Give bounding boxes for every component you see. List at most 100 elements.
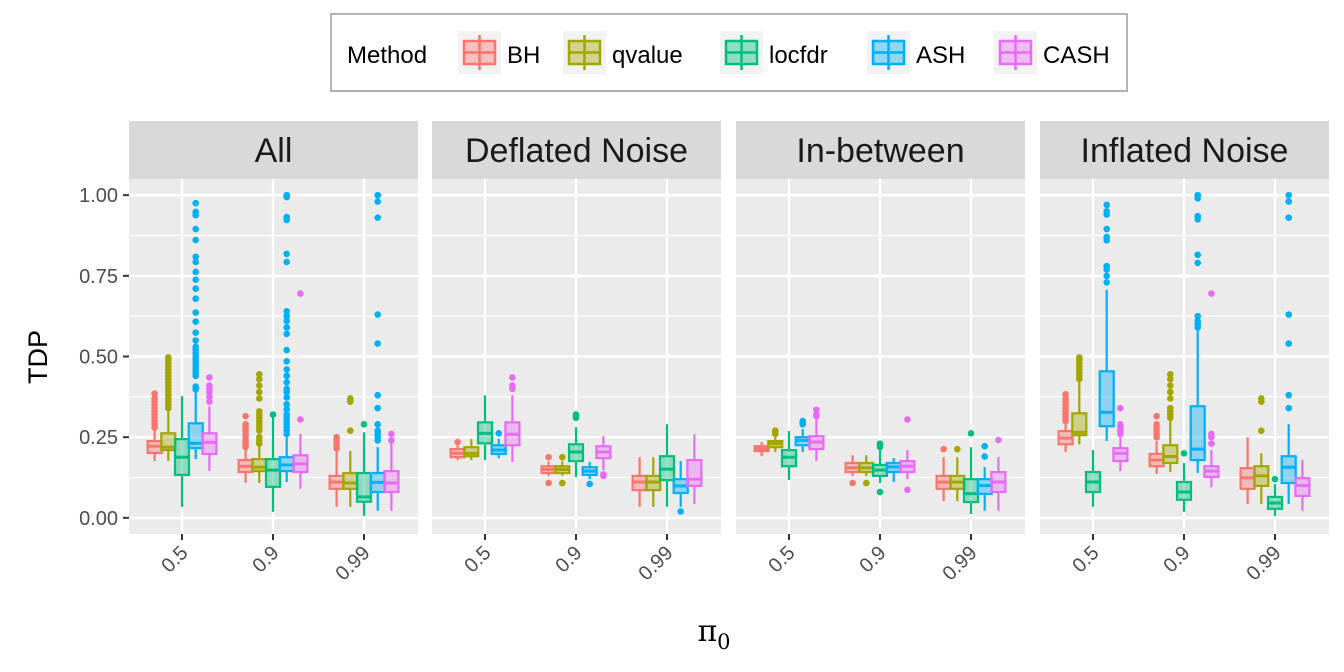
outlier-point <box>388 437 395 444</box>
legend: Method BH qvalue locfdr ASH CASH <box>330 13 1128 92</box>
outlier-point <box>849 479 856 487</box>
outlier-point <box>388 430 395 438</box>
box-locfdr <box>871 440 889 496</box>
outlier-point <box>1258 395 1265 402</box>
outlier-point <box>1180 450 1188 457</box>
category-group-0.5 <box>753 406 825 481</box>
box-qvalue <box>767 427 784 453</box>
outlier-point <box>192 295 199 303</box>
box-ash <box>672 461 689 515</box>
outlier-point <box>151 390 158 397</box>
box-qvalue <box>858 455 875 487</box>
outlier-point <box>192 225 199 233</box>
box-cash <box>383 430 400 511</box>
box-iqr <box>1189 405 1206 462</box>
outlier-point <box>545 479 552 487</box>
outlier-point <box>283 372 291 380</box>
outlier-point <box>297 416 304 423</box>
outlier-point <box>1167 375 1174 383</box>
box-cash <box>595 436 612 480</box>
facet-panel-all: All 0.5 0.9 0.99 <box>129 121 418 585</box>
box-bh <box>935 445 952 502</box>
outlier-point <box>813 411 820 418</box>
outlier-point <box>1194 312 1201 320</box>
x-axis-title-main: π <box>697 614 717 649</box>
legend-entry-cash: CASH <box>994 31 1110 74</box>
x-axis-title: π0 <box>697 614 730 654</box>
box-ash <box>1280 191 1297 504</box>
outlier-point <box>242 420 249 428</box>
outlier-point <box>1103 262 1110 270</box>
outlier-point <box>1167 395 1174 402</box>
category-group-0.9 <box>1148 191 1220 512</box>
outlier-point <box>165 354 172 361</box>
box-qvalue <box>342 395 359 507</box>
category-group-0.99 <box>935 430 1007 514</box>
y-axis-title: TDP <box>23 330 53 384</box>
outlier-point <box>374 214 382 222</box>
x-tick-label: 0.99 <box>634 542 677 585</box>
outlier-point <box>1208 430 1215 438</box>
box-cash <box>1203 290 1220 488</box>
box-bh <box>540 453 557 487</box>
outlier-point <box>509 374 516 381</box>
facet-strip <box>432 121 721 179</box>
outlier-point <box>255 388 263 396</box>
outlier-point <box>192 236 199 244</box>
outlier-point <box>151 395 158 402</box>
box-cash <box>686 434 703 504</box>
outlier-point <box>1271 475 1279 483</box>
outlier-point <box>1194 191 1201 199</box>
box-ash <box>1189 191 1206 474</box>
box-qvalue <box>645 457 662 507</box>
outlier-point <box>374 420 382 428</box>
outlier-point <box>255 375 263 383</box>
outlier-point <box>1208 290 1215 297</box>
facet-strip <box>129 121 418 179</box>
outlier-point <box>192 343 199 351</box>
facet-strip-label: All <box>255 132 293 170</box>
outlier-point <box>677 508 684 515</box>
box-bh <box>146 390 163 462</box>
outlier-point <box>1062 390 1069 398</box>
outlier-point <box>255 395 263 402</box>
outlier-point <box>559 479 566 487</box>
outlier-point <box>192 208 199 216</box>
outlier-point <box>545 453 552 461</box>
outlier-point <box>374 198 382 205</box>
outlier-point <box>255 433 263 441</box>
category-group-0.9 <box>237 191 309 512</box>
legend-entry-ash: ASH <box>867 31 965 74</box>
box-bh <box>328 433 345 507</box>
box-qvalue <box>251 370 268 484</box>
outlier-point <box>1258 427 1265 435</box>
outlier-point <box>1285 198 1292 205</box>
x-tick-label: 0.9 <box>1159 542 1194 577</box>
outlier-point <box>297 290 304 297</box>
outlier-point <box>981 453 988 460</box>
outlier-point <box>192 268 199 276</box>
outlier-point <box>374 404 382 412</box>
outlier-point <box>206 393 213 401</box>
outlier-point <box>1153 420 1160 428</box>
x-axis-title-subscript: 0 <box>717 630 730 654</box>
outlier-point <box>586 480 593 488</box>
category-group-0.9 <box>540 411 612 488</box>
outlier-point <box>192 253 199 261</box>
outlier-point <box>863 479 870 487</box>
outlier-point <box>283 213 291 221</box>
box-cash <box>808 406 825 462</box>
box-locfdr <box>780 431 798 481</box>
outlier-point <box>192 199 199 207</box>
x-tick-label: 0.9 <box>855 542 890 577</box>
facet-panel-in-between: In-between 0.5 0.9 0.99 <box>736 121 1025 585</box>
facet-strip-label: In-between <box>796 132 964 170</box>
outlier-point <box>1103 272 1110 280</box>
outlier-point <box>1208 440 1215 447</box>
box-iqr <box>1071 412 1088 437</box>
box-bh <box>753 442 770 457</box>
x-tick-label: 0.5 <box>157 542 192 577</box>
outlier-point <box>192 329 199 336</box>
outlier-point <box>1285 311 1292 318</box>
legend-entry-qvalue: qvalue <box>563 31 683 74</box>
